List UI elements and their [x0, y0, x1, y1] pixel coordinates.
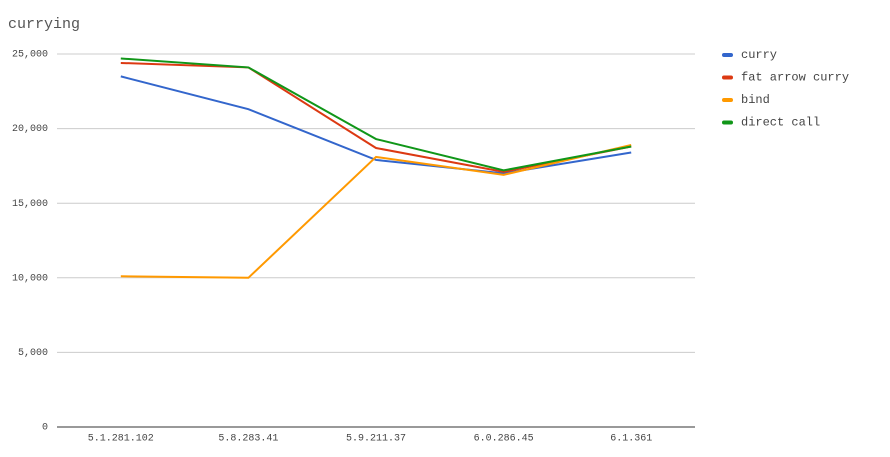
y-tick-label: 25,000	[12, 50, 48, 61]
legend-label: direct call	[741, 116, 820, 130]
chart-title: currying	[8, 16, 80, 33]
legend-swatch	[722, 53, 733, 57]
legend-swatch	[722, 75, 733, 80]
y-tick-label: 10,000	[12, 273, 48, 284]
y-tick-label: 15,000	[12, 199, 48, 210]
x-tick-label: 6.1.361	[610, 434, 652, 445]
series-line	[120, 57, 632, 172]
x-tick-label: 5.9.211.37	[346, 434, 406, 445]
legend-swatch	[722, 120, 733, 125]
series-line	[120, 75, 632, 175]
legend-swatch	[722, 98, 733, 102]
series-line	[120, 144, 632, 279]
x-tick-label: 5.1.281.102	[88, 434, 154, 445]
legend-label: curry	[741, 48, 777, 62]
x-tick-label: 6.0.286.45	[474, 434, 534, 445]
y-tick-label: 0	[42, 423, 48, 434]
y-tick-label: 20,000	[12, 124, 48, 135]
legend-label: fat arrow curry	[741, 71, 849, 85]
series-line	[120, 61, 632, 173]
y-tick-label: 5,000	[18, 348, 48, 359]
legend-label: bind	[741, 93, 770, 107]
x-tick-label: 5.8.283.41	[218, 434, 278, 445]
